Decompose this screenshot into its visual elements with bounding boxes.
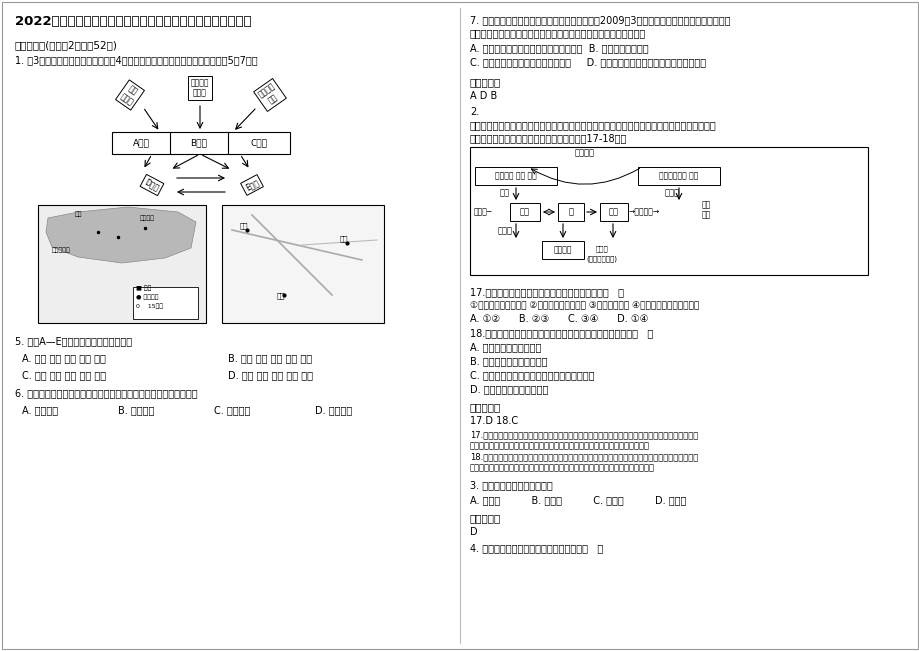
Text: 主要铁路
及港口: 主要铁路 及港口: [190, 78, 209, 98]
Text: A. 工业产值一定会随着资源的枯竭而下降  B. 第三产业比重上升: A. 工业产值一定会随着资源的枯竭而下降 B. 第三产业比重上升: [470, 43, 648, 53]
Polygon shape: [46, 207, 196, 263]
Text: 山西是我国煤炭输出最多的省区，随着煤炭深加工的发展，生产结构也发生了很大变化，下图是: 山西是我国煤炭输出最多的省区，随着煤炭深加工的发展，生产结构也发生了很大变化，下…: [470, 120, 716, 130]
Text: 17.D 18.C: 17.D 18.C: [470, 416, 517, 426]
Text: 参考答案：: 参考答案：: [470, 77, 501, 87]
Text: 上海: 上海: [340, 235, 348, 242]
Bar: [133, 287, 198, 319]
Text: 杜塞尔多夫: 杜塞尔多夫: [52, 247, 71, 253]
Bar: [470, 147, 867, 275]
Text: 2.: 2.: [470, 107, 479, 117]
Text: 二氧化碳: 二氧化碳: [574, 148, 595, 157]
Text: A. 钢铁 煤炭 化学 机械 电力: A. 钢铁 煤炭 化学 机械 电力: [22, 353, 106, 363]
Bar: [558, 203, 584, 221]
Text: →二氧化碳→: →二氧化碳→: [629, 208, 660, 217]
Text: B. 减缓当地气候变暖的趋势: B. 减缓当地气候变暖的趋势: [470, 356, 547, 366]
Text: 2022年江苏省盐城市马沟中学高二地理上学期期末试卷含解析: 2022年江苏省盐城市马沟中学高二地理上学期期末试卷含解析: [15, 15, 252, 28]
Text: 二氧化碳气体排增多，加剧了当地大气、水的污染，从而加剧了当地水资源的短缺。: 二氧化碳气体排增多，加剧了当地大气、水的污染，从而加剧了当地水资源的短缺。: [470, 463, 654, 472]
Text: 埃森: 埃森: [75, 212, 83, 217]
Text: 杭州: 杭州: [277, 292, 285, 299]
Text: 7. 山东枣庄是一座因煤而建、因煤而兴的城市。2009年3月经国务院批准该市被列入国家第二: 7. 山东枣庄是一座因煤而建、因煤而兴的城市。2009年3月经国务院批准该市被列…: [470, 15, 730, 25]
Text: 17.该地生产结构的变化，其社会经济效益表现在（   ）: 17.该地生产结构的变化，其社会经济效益表现在（ ）: [470, 287, 623, 297]
Text: 矿石
铁矿石: 矿石 铁矿石: [119, 83, 142, 107]
Text: 煤焦油: 煤焦油: [497, 226, 512, 235]
Text: 西某地煤炭资源开发和综合利用示意图。完成17-18题。: 西某地煤炭资源开发和综合利用示意图。完成17-18题。: [470, 133, 627, 143]
Text: (甲醇、合成氨): (甲醇、合成氨): [586, 255, 617, 262]
Text: C. 生产规模扩大，势必加剧当地水资源的短缺: C. 生产规模扩大，势必加剧当地水资源的短缺: [470, 370, 594, 380]
Text: C. 市场广阔: C. 市场广阔: [214, 405, 250, 415]
Text: ①减轻交通运输的压力 ②提高煤炭生产的产量 ③促进产业转移 ④延长产业链、增加附加值: ①减轻交通运输的压力 ②提高煤炭生产的产量 ③促进产业转移 ④延长产业链、增加附…: [470, 300, 698, 309]
Text: D工业: D工业: [143, 178, 161, 193]
Text: 焦化: 焦化: [519, 208, 529, 217]
Text: C. 钢铁 化学 煤炭 机械 电力: C. 钢铁 化学 煤炭 机械 电力: [22, 370, 106, 380]
Text: 参考答案：: 参考答案：: [470, 402, 501, 412]
Text: 多特蒙德: 多特蒙德: [140, 215, 154, 221]
Text: 分回收，提高了煤炭的利用率，图中涉及的是产业结构的调整，并没有发生转移。: 分回收，提高了煤炭的利用率，图中涉及的是产业结构的调整，并没有发生转移。: [470, 441, 650, 450]
Text: 参考答案：: 参考答案：: [470, 513, 501, 523]
Bar: [509, 203, 539, 221]
Text: 焦炭: 焦炭: [499, 188, 509, 197]
Text: 煤矿气─: 煤矿气─: [473, 208, 492, 217]
Text: 6. 我国沪宁杭工业基地与鲁尔区发展的区位条件相比，最大的优势是: 6. 我国沪宁杭工业基地与鲁尔区发展的区位条件相比，最大的优势是: [15, 388, 198, 398]
Bar: [599, 203, 628, 221]
Text: C. 人口大量迁往其他城市或郊区就业     D. 禁止开采煤炭，主要发展技术密集型产业: C. 人口大量迁往其他城市或郊区就业 D. 禁止开采煤炭，主要发展技术密集型产业: [470, 57, 706, 67]
Text: 水源充足
丰富: 水源充足 丰富: [256, 82, 283, 108]
Text: B. 水源充足: B. 水源充足: [118, 405, 154, 415]
Text: 0    15千米: 0 15千米: [136, 303, 163, 309]
Text: 煤炭开采: 煤炭开采: [553, 245, 572, 255]
Text: E工业: E工业: [244, 178, 260, 192]
Bar: [221, 205, 383, 323]
Text: 民用发电冶金 其他: 民用发电冶金 其他: [659, 171, 698, 180]
Text: A. ①②      B. ②③      C. ③④      D. ①④: A. ①② B. ②③ C. ③④ D. ①④: [470, 314, 648, 324]
Text: A工业: A工业: [132, 139, 149, 148]
Bar: [112, 132, 289, 154]
Bar: [474, 167, 556, 185]
Bar: [637, 167, 720, 185]
Text: 17.煤炭的深加工，增加了附加值，煤炭的气化，减轻了交通运输的压力，气化和二氧化碳等气体的部: 17.煤炭的深加工，增加了附加值，煤炭的气化，减轻了交通运输的压力，气化和二氧化…: [470, 430, 698, 439]
Text: 一、选择题(每小题2分，共52分): 一、选择题(每小题2分，共52分): [15, 40, 118, 50]
Text: 气体: 气体: [608, 208, 618, 217]
Text: A. 实现了废弃物的零排放: A. 实现了废弃物的零排放: [470, 342, 540, 352]
Text: 合成气: 合成气: [595, 245, 607, 251]
Text: D. 海运便利: D. 海运便利: [314, 405, 352, 415]
Text: A. 太平洋          B. 大西洋          C. 印度洋          D. 北冰洋: A. 太平洋 B. 大西洋 C. 印度洋 D. 北冰洋: [470, 495, 686, 505]
Text: 4. 关于经度、纬度变化的叙述，正确的是（   ）: 4. 关于经度、纬度变化的叙述，正确的是（ ）: [470, 543, 603, 553]
Text: 燃料气: 燃料气: [664, 188, 679, 197]
Text: C工业: C工业: [250, 139, 267, 148]
Text: 部分: 部分: [701, 200, 710, 209]
Text: 1. 图3为鲁尔区工业部门关联图，图4为鲁尔区和沪宁杭工业基地。读材料回答5～7题。: 1. 图3为鲁尔区工业部门关联图，图4为鲁尔区和沪宁杭工业基地。读材料回答5～7…: [15, 55, 257, 65]
Bar: [541, 241, 584, 259]
Text: 南京: 南京: [240, 222, 248, 229]
Text: 18.该地生产结构变化对当地生态环境的影响，说法正确的是（   ）: 18.该地生产结构变化对当地生态环境的影响，说法正确的是（ ）: [470, 328, 652, 338]
Bar: [38, 205, 206, 323]
Text: 回收: 回收: [701, 210, 710, 219]
Text: A. 铁矿丰富: A. 铁矿丰富: [22, 405, 58, 415]
Text: ■ 矿产: ■ 矿产: [136, 285, 152, 291]
Text: D: D: [470, 527, 477, 537]
Text: 批资源枯竭城市转型试点市。在经济转型的过程中，资源枯竭型城市: 批资源枯竭城市转型试点市。在经济转型的过程中，资源枯竭型城市: [470, 28, 645, 38]
Text: 煤: 煤: [568, 208, 573, 217]
Text: A D B: A D B: [470, 91, 496, 101]
Text: ● 钢铁工业: ● 钢铁工业: [136, 294, 158, 300]
Text: 焦炭炼焦 硝酸 电石: 焦炭炼焦 硝酸 电石: [494, 171, 537, 180]
Text: 3. 四大洋中，跨经度最多的是: 3. 四大洋中，跨经度最多的是: [470, 480, 552, 490]
Text: 18.生产结构的变化，改变了生产方式，只是减少了废弃物的排放；由于减少了煤炭的外运量，排放的: 18.生产结构的变化，改变了生产方式，只是减少了废弃物的排放；由于减少了煤炭的外…: [470, 452, 698, 461]
Text: D. 减轻了对土地资源的压力: D. 减轻了对土地资源的压力: [470, 384, 548, 394]
Text: B. 钢铁 电力 煤炭 机械 化学: B. 钢铁 电力 煤炭 机械 化学: [228, 353, 312, 363]
Text: B工业: B工业: [190, 139, 207, 148]
Text: D. 钢铁 煤炭 电力 机械 化学: D. 钢铁 煤炭 电力 机械 化学: [228, 370, 312, 380]
Text: 5. 图中A—E字母代表的工业部门分别是: 5. 图中A—E字母代表的工业部门分别是: [15, 336, 132, 346]
